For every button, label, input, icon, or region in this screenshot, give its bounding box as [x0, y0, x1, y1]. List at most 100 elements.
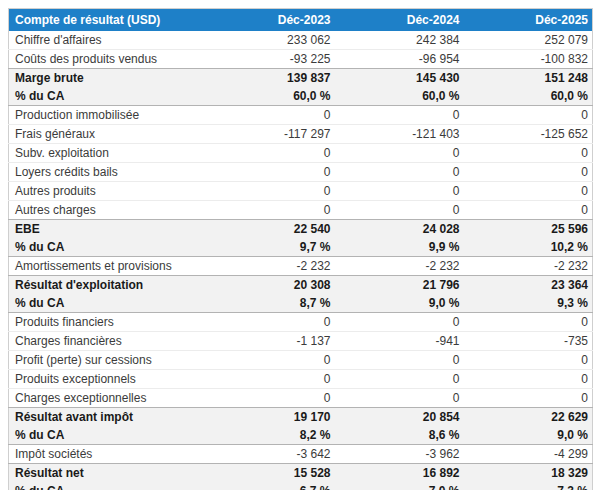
cell-value: 0 [206, 106, 335, 125]
row-label: Subv. exploitation [9, 144, 206, 163]
row-label: % du CA [9, 238, 206, 257]
row-label: % du CA [9, 294, 206, 313]
cell-value: -2 232 [464, 257, 593, 276]
cell-value: 20 308 [206, 276, 335, 295]
cell-value: 9,0 % [464, 426, 593, 445]
table-row: Produits exceptionnels000 [9, 370, 593, 389]
cell-value: 145 430 [335, 69, 464, 88]
cell-value: -1 137 [206, 332, 335, 351]
header-col-dec-2024: Déc-2024 [335, 9, 464, 32]
cell-value: -3 962 [335, 445, 464, 464]
cell-value: 0 [335, 313, 464, 332]
cell-value: 60,0 % [464, 87, 593, 106]
income-statement-table: Compte de résultat (USD) Déc-2023 Déc-20… [8, 8, 592, 490]
row-label: Profit (perte) sur cessions [9, 351, 206, 370]
table-row: Production immobilisée000 [9, 106, 593, 125]
row-label: Impôt sociétés [9, 445, 206, 464]
row-label: Produits exceptionnels [9, 370, 206, 389]
table-row: Résultat d'exploitation20 30821 79623 36… [9, 276, 593, 295]
row-label: Résultat d'exploitation [9, 276, 206, 295]
row-label: Amortissements et provisions [9, 257, 206, 276]
row-label: % du CA [9, 426, 206, 445]
cell-value: -735 [464, 332, 593, 351]
cell-value: -125 652 [464, 125, 593, 144]
table-row: % du CA8,2 %8,6 %9,0 % [9, 426, 593, 445]
row-label: Produits financiers [9, 313, 206, 332]
cell-value: 0 [335, 163, 464, 182]
income-statement: Compte de résultat (USD) Déc-2023 Déc-20… [8, 8, 593, 490]
row-label: Chiffre d'affaires [9, 31, 206, 50]
cell-value: 0 [464, 370, 593, 389]
cell-value: -117 297 [206, 125, 335, 144]
cell-value: 20 854 [335, 408, 464, 427]
table-body: Chiffre d'affaires233 062242 384252 079 C… [9, 31, 593, 490]
cell-value: 18 329 [464, 464, 593, 483]
table-row: Charges financières-1 137-941-735 [9, 332, 593, 351]
table-row: % du CA8,7 %9,0 %9,3 % [9, 294, 593, 313]
cell-value: 0 [206, 313, 335, 332]
row-label: Frais généraux [9, 125, 206, 144]
row-label: Charges exceptionnelles [9, 389, 206, 408]
row-label: Coûts des produits vendus [9, 50, 206, 69]
cell-value: 0 [464, 182, 593, 201]
cell-value: 233 062 [206, 31, 335, 50]
table-row: Autres charges000 [9, 201, 593, 220]
cell-value: 0 [464, 163, 593, 182]
table-row: Autres produits000 [9, 182, 593, 201]
cell-value: 242 384 [335, 31, 464, 50]
cell-value: 21 796 [335, 276, 464, 295]
cell-value: 8,7 % [206, 294, 335, 313]
row-label: Charges financières [9, 332, 206, 351]
cell-value: 16 892 [335, 464, 464, 483]
cell-value: 60,0 % [206, 87, 335, 106]
table-row: % du CA60,0 %60,0 %60,0 % [9, 87, 593, 106]
cell-value: 10,2 % [464, 238, 593, 257]
cell-value: -2 232 [335, 257, 464, 276]
cell-value: 23 364 [464, 276, 593, 295]
cell-value: 15 528 [206, 464, 335, 483]
header-col-dec-2023: Déc-2023 [206, 9, 335, 32]
cell-value: 9,7 % [206, 238, 335, 257]
row-label: Résultat avant impôt [9, 408, 206, 427]
table-header: Compte de résultat (USD) Déc-2023 Déc-20… [9, 9, 593, 32]
table-row: EBE22 54024 02825 596 [9, 220, 593, 239]
cell-value: -2 232 [206, 257, 335, 276]
cell-value: 0 [464, 313, 593, 332]
cell-value: 22 540 [206, 220, 335, 239]
cell-value: 0 [335, 201, 464, 220]
row-label: % du CA [9, 87, 206, 106]
cell-value: 151 248 [464, 69, 593, 88]
cell-value: 25 596 [464, 220, 593, 239]
cell-value: 8,6 % [335, 426, 464, 445]
cell-value: -96 954 [335, 50, 464, 69]
row-label: Marge brute [9, 69, 206, 88]
table-row: Résultat net15 52816 89218 329 [9, 464, 593, 483]
cell-value: 0 [206, 201, 335, 220]
cell-value: 22 629 [464, 408, 593, 427]
row-label: EBE [9, 220, 206, 239]
table-row: % du CA9,7 %9,9 %10,2 % [9, 238, 593, 257]
cell-value: 0 [464, 351, 593, 370]
row-label: Production immobilisée [9, 106, 206, 125]
table-row: Impôt sociétés-3 642-3 962-4 299 [9, 445, 593, 464]
row-label: Autres produits [9, 182, 206, 201]
cell-value: 60,0 % [335, 87, 464, 106]
cell-value: -4 299 [464, 445, 593, 464]
cell-value: 0 [206, 389, 335, 408]
table-row: Frais généraux-117 297-121 403-125 652 [9, 125, 593, 144]
cell-value: 0 [464, 201, 593, 220]
cell-value: 0 [206, 182, 335, 201]
cell-value: 0 [206, 163, 335, 182]
cell-value: 7,0 % [335, 482, 464, 490]
cell-value: 0 [335, 351, 464, 370]
header-col-dec-2025: Déc-2025 [464, 9, 593, 32]
header-row: Compte de résultat (USD) Déc-2023 Déc-20… [9, 9, 593, 32]
row-label: Autres charges [9, 201, 206, 220]
cell-value: 0 [335, 182, 464, 201]
cell-value: 0 [464, 389, 593, 408]
row-label: Loyers crédits bails [9, 163, 206, 182]
cell-value: 0 [206, 351, 335, 370]
table-row: Amortissements et provisions-2 232-2 232… [9, 257, 593, 276]
cell-value: 252 079 [464, 31, 593, 50]
cell-value: 0 [464, 106, 593, 125]
